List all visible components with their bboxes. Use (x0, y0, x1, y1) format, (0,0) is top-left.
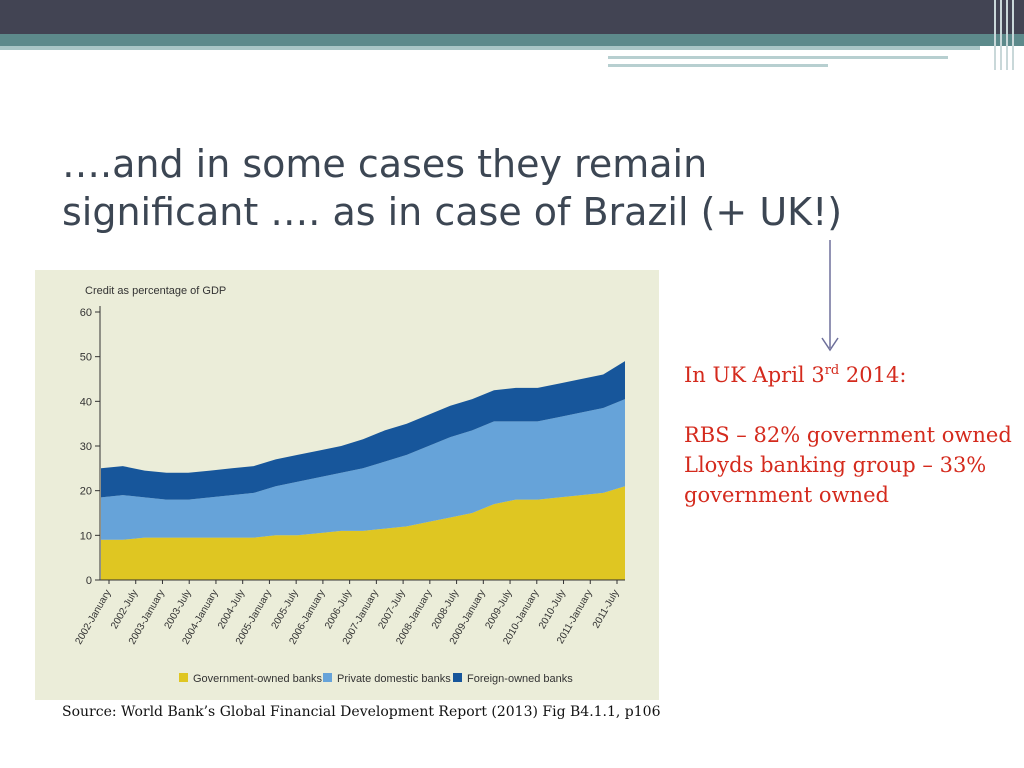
annotation-rbs: RBS – 82% government owned (684, 423, 1012, 447)
source-citation: Source: World Bank’s Global Financial De… (62, 704, 661, 720)
x-tick-label: 2011-July (591, 588, 622, 630)
legend-label-2: Foreign-owned banks (467, 673, 573, 685)
slide-teal-band-light (0, 46, 980, 50)
annotation-heading-sup: rd (824, 363, 840, 378)
legend-label-0: Government-owned banks (193, 673, 323, 685)
uk-annotation: In UK April 3rd 2014: RBS – 82% governme… (684, 360, 1014, 510)
legend-swatch-2 (453, 673, 462, 682)
slide-title: ….and in some cases they remain signific… (62, 140, 942, 236)
legend-label-1: Private domestic banks (337, 673, 451, 685)
slide-deco-stripe (994, 0, 996, 70)
y-tick-label: 30 (80, 441, 92, 453)
y-tick-label: 20 (80, 486, 92, 498)
annotation-spacer (684, 390, 1014, 420)
y-tick-label: 50 (80, 352, 92, 364)
y-tick-label: 40 (80, 396, 92, 408)
annotation-heading-post: 2014: (839, 363, 907, 387)
y-tick-label: 0 (86, 575, 92, 587)
series-area-0 (101, 486, 625, 580)
x-tick-label: 2002-January (73, 588, 113, 646)
stacked-area-chart: Credit as percentage of GDP 0 10 20 30 40 50 60… (73, 285, 625, 685)
slide-title-line-1: ….and in some cases they remain (62, 142, 708, 186)
chart-panel: Credit as percentage of GDP 0 10 20 30 40 50 60… (35, 270, 659, 700)
y-tick-label: 60 (80, 307, 92, 319)
slide-teal-band (0, 34, 1024, 46)
slide-title-line-2: significant …. as in case of Brazil (+ U… (62, 190, 843, 234)
slide-top-bar (0, 0, 1024, 34)
legend-swatch-0 (179, 673, 188, 682)
slide-deco-stripe (1012, 0, 1014, 70)
slide-deco-line (608, 56, 948, 59)
arrow-head (821, 337, 839, 352)
series-area-1 (101, 399, 625, 540)
annotation-lloyds: Lloyds banking group – 33% government ow… (684, 453, 987, 507)
slide-deco-stripe (1006, 0, 1008, 70)
annotation-heading-pre: In UK April 3 (684, 363, 825, 387)
legend-swatch-1 (323, 673, 332, 682)
slide-deco-line (608, 64, 828, 67)
series-area-2 (101, 361, 625, 500)
annotation-heading: In UK April 3rd 2014: (684, 360, 1014, 390)
y-axis-label: Credit as percentage of GDP (85, 285, 226, 297)
slide-deco-stripe (1000, 0, 1002, 70)
arrow-icon (821, 240, 839, 352)
y-tick-label: 10 (80, 530, 92, 542)
